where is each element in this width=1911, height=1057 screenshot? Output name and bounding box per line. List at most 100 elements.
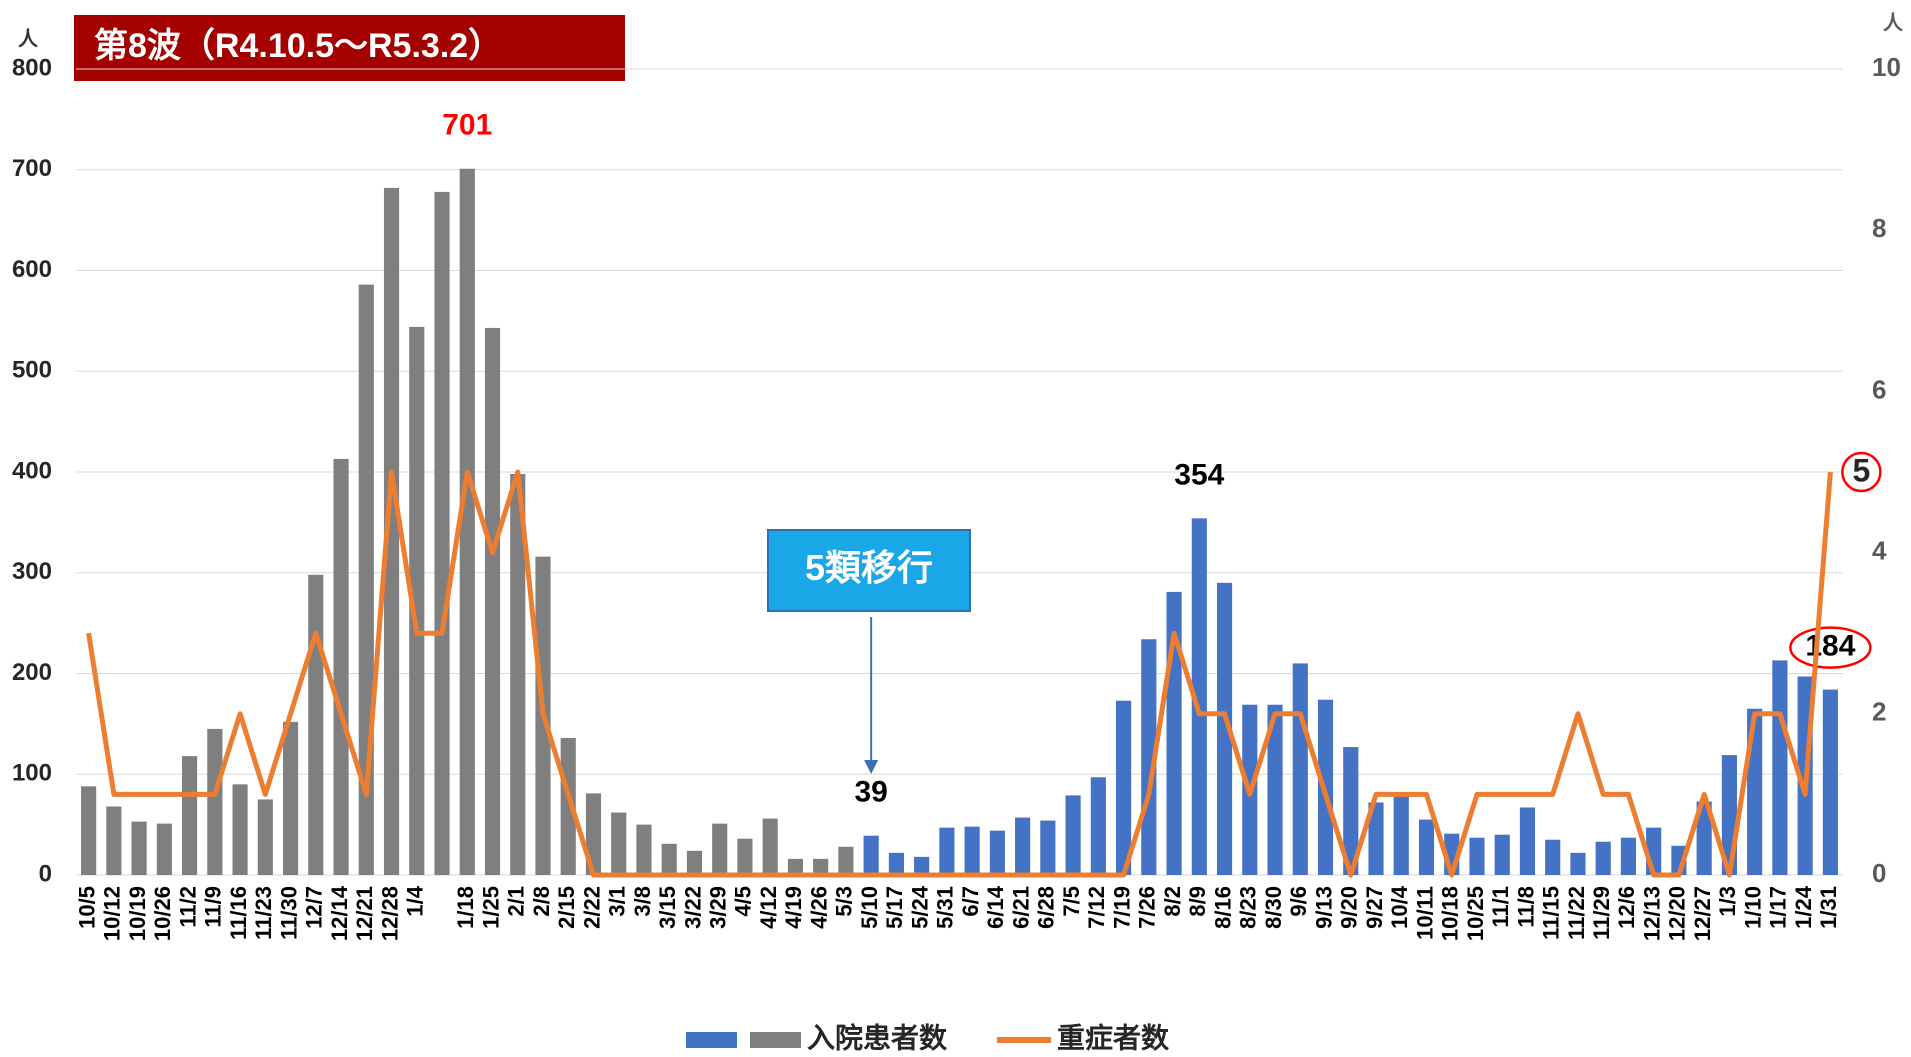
bar — [787, 858, 803, 875]
x-tick-label: 11/15 — [1539, 886, 1564, 940]
bar — [712, 823, 728, 875]
y-tick-label: 0 — [39, 860, 52, 887]
bar — [1040, 820, 1056, 875]
y-tick-label: 400 — [12, 457, 52, 484]
bar — [989, 830, 1005, 875]
bar — [964, 826, 980, 875]
y2-unit: 人 — [1883, 11, 1904, 34]
x-tick-label: 2/22 — [579, 886, 604, 929]
x-tick-label: 1/31 — [1816, 886, 1841, 929]
bar — [308, 574, 324, 875]
bar — [1116, 700, 1132, 875]
bar — [888, 852, 904, 875]
bar — [1090, 777, 1106, 875]
x-tick-label: 6/14 — [983, 885, 1008, 929]
line — [86, 469, 1833, 878]
x-tick-label: 12/27 — [1690, 886, 1715, 941]
x-tick-label: 8/9 — [1185, 886, 1210, 917]
bar — [232, 784, 248, 875]
x-tick-label: 12/21 — [352, 886, 377, 941]
x-tick-label: 10/18 — [1438, 886, 1463, 941]
x-tick-label: 9/27 — [1362, 886, 1387, 929]
x-tick-label: 8/16 — [1210, 886, 1235, 929]
bar — [1368, 802, 1384, 875]
data-label: 701 — [442, 109, 492, 142]
x-tick-label: 12/14 — [327, 885, 352, 941]
bar — [282, 721, 299, 875]
x-tick-label: 2/15 — [554, 886, 579, 929]
bar — [409, 326, 425, 875]
label-circle — [1841, 451, 1882, 493]
title-box — [74, 15, 625, 81]
bar — [1141, 639, 1157, 875]
data-label: 5 — [1852, 452, 1870, 488]
bar — [1015, 817, 1031, 875]
x-tick-label: 5/17 — [882, 886, 907, 929]
bar — [611, 812, 627, 875]
bar — [156, 823, 172, 875]
bar — [333, 458, 349, 875]
x-tick-label: 1/24 — [1791, 885, 1816, 929]
bar — [1822, 689, 1838, 875]
x-tick-label: 2/1 — [504, 886, 529, 917]
y2-tick-label: 10 — [1872, 52, 1901, 82]
x-tick-label: 1/18 — [453, 886, 478, 929]
x-tick-label: 3/15 — [655, 886, 680, 929]
bar — [1570, 852, 1586, 875]
y-tick-label: 300 — [12, 558, 52, 585]
x-tick-label: 8/23 — [1236, 886, 1261, 929]
bar — [762, 818, 778, 875]
bar — [1772, 660, 1788, 875]
x-tick-label: 11/16 — [226, 886, 251, 940]
x-tick-label: 6/7 — [958, 886, 983, 917]
x-tick-label: 10/26 — [150, 886, 175, 941]
x-tick-label: 4/26 — [806, 886, 831, 929]
x-tick-label: 11/8 — [1513, 886, 1538, 928]
bar — [939, 827, 955, 875]
y-tick-label: 600 — [12, 256, 52, 283]
data-label: 184 — [1805, 630, 1855, 663]
x-tick-label: 10/4 — [1387, 885, 1412, 929]
legend-swatch — [686, 1032, 737, 1048]
x-tick-label: 6/21 — [1008, 886, 1033, 929]
x-tick-label: 12/6 — [1614, 886, 1639, 929]
annotation-box — [767, 529, 971, 612]
x-tick-label: 2/8 — [529, 886, 554, 917]
x-tick-label: 9/6 — [1286, 886, 1311, 917]
legend-label: 入院患者数 — [807, 1021, 948, 1053]
x-tick-label: 12/13 — [1639, 886, 1664, 941]
bar — [636, 824, 652, 875]
bar — [1595, 841, 1611, 875]
x-tick-label: 8/30 — [1261, 886, 1286, 929]
bar — [81, 786, 97, 875]
x-tick-label: 5/10 — [857, 886, 882, 929]
y-tick-label: 700 — [12, 155, 52, 182]
bar — [510, 474, 526, 875]
x-tick-label: 11/30 — [276, 886, 301, 940]
data-label: 354 — [1174, 458, 1224, 491]
bar — [1545, 839, 1561, 875]
x-tick-label: 10/12 — [100, 886, 125, 941]
y2-tick-label: 8 — [1872, 213, 1886, 243]
x-tick-label: 3/22 — [680, 886, 705, 929]
bar — [1469, 837, 1485, 875]
bar — [1519, 807, 1536, 875]
y-tick-label: 100 — [12, 760, 52, 787]
bar — [560, 737, 576, 875]
bar — [383, 187, 400, 875]
x-tick-label: 4/5 — [731, 886, 756, 917]
bar — [863, 835, 879, 875]
bar — [838, 846, 854, 875]
x-tick-label: 12/28 — [377, 886, 402, 941]
bar — [131, 821, 147, 875]
y-unit: 人 — [18, 27, 39, 50]
bar — [914, 856, 930, 875]
bar — [106, 806, 122, 875]
bar — [1191, 518, 1207, 875]
bar — [1343, 747, 1359, 875]
x-tick-label: 3/8 — [630, 886, 655, 917]
x-tick-label: 7/19 — [1109, 886, 1134, 929]
bar — [459, 168, 475, 875]
bar — [1494, 834, 1510, 875]
